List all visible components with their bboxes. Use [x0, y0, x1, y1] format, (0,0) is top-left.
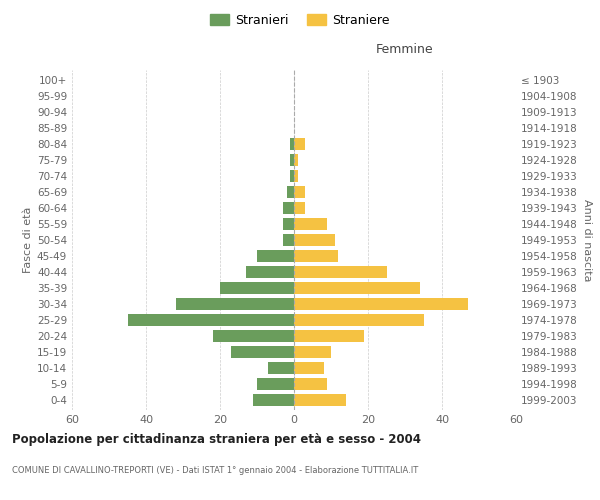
Bar: [294, 250, 338, 262]
Bar: [268, 362, 294, 374]
Bar: [283, 234, 294, 246]
Bar: [294, 282, 420, 294]
Bar: [294, 266, 386, 278]
Bar: [212, 330, 294, 342]
Bar: [257, 378, 294, 390]
Bar: [220, 282, 294, 294]
Bar: [128, 314, 294, 326]
Legend: Stranieri, Straniere: Stranieri, Straniere: [205, 8, 395, 32]
Bar: [294, 138, 305, 150]
Bar: [246, 266, 294, 278]
Bar: [294, 298, 468, 310]
Y-axis label: Fasce di età: Fasce di età: [23, 207, 33, 273]
Bar: [294, 186, 305, 198]
Text: Popolazione per cittadinanza straniera per età e sesso - 2004: Popolazione per cittadinanza straniera p…: [12, 432, 421, 446]
Bar: [294, 362, 323, 374]
Bar: [294, 234, 335, 246]
Bar: [290, 170, 294, 182]
Bar: [253, 394, 294, 406]
Bar: [294, 154, 298, 166]
Text: COMUNE DI CAVALLINO-TREPORTI (VE) - Dati ISTAT 1° gennaio 2004 - Elaborazione TU: COMUNE DI CAVALLINO-TREPORTI (VE) - Dati…: [12, 466, 418, 475]
Bar: [294, 170, 298, 182]
Bar: [257, 250, 294, 262]
Bar: [294, 346, 331, 358]
Bar: [294, 394, 346, 406]
Bar: [176, 298, 294, 310]
Bar: [290, 138, 294, 150]
Bar: [283, 202, 294, 214]
Bar: [294, 378, 328, 390]
Bar: [283, 218, 294, 230]
Bar: [294, 202, 305, 214]
Bar: [294, 218, 328, 230]
Bar: [294, 330, 364, 342]
Y-axis label: Anni di nascita: Anni di nascita: [582, 198, 592, 281]
Text: Femmine: Femmine: [376, 44, 434, 57]
Bar: [287, 186, 294, 198]
Bar: [231, 346, 294, 358]
Bar: [290, 154, 294, 166]
Bar: [294, 314, 424, 326]
